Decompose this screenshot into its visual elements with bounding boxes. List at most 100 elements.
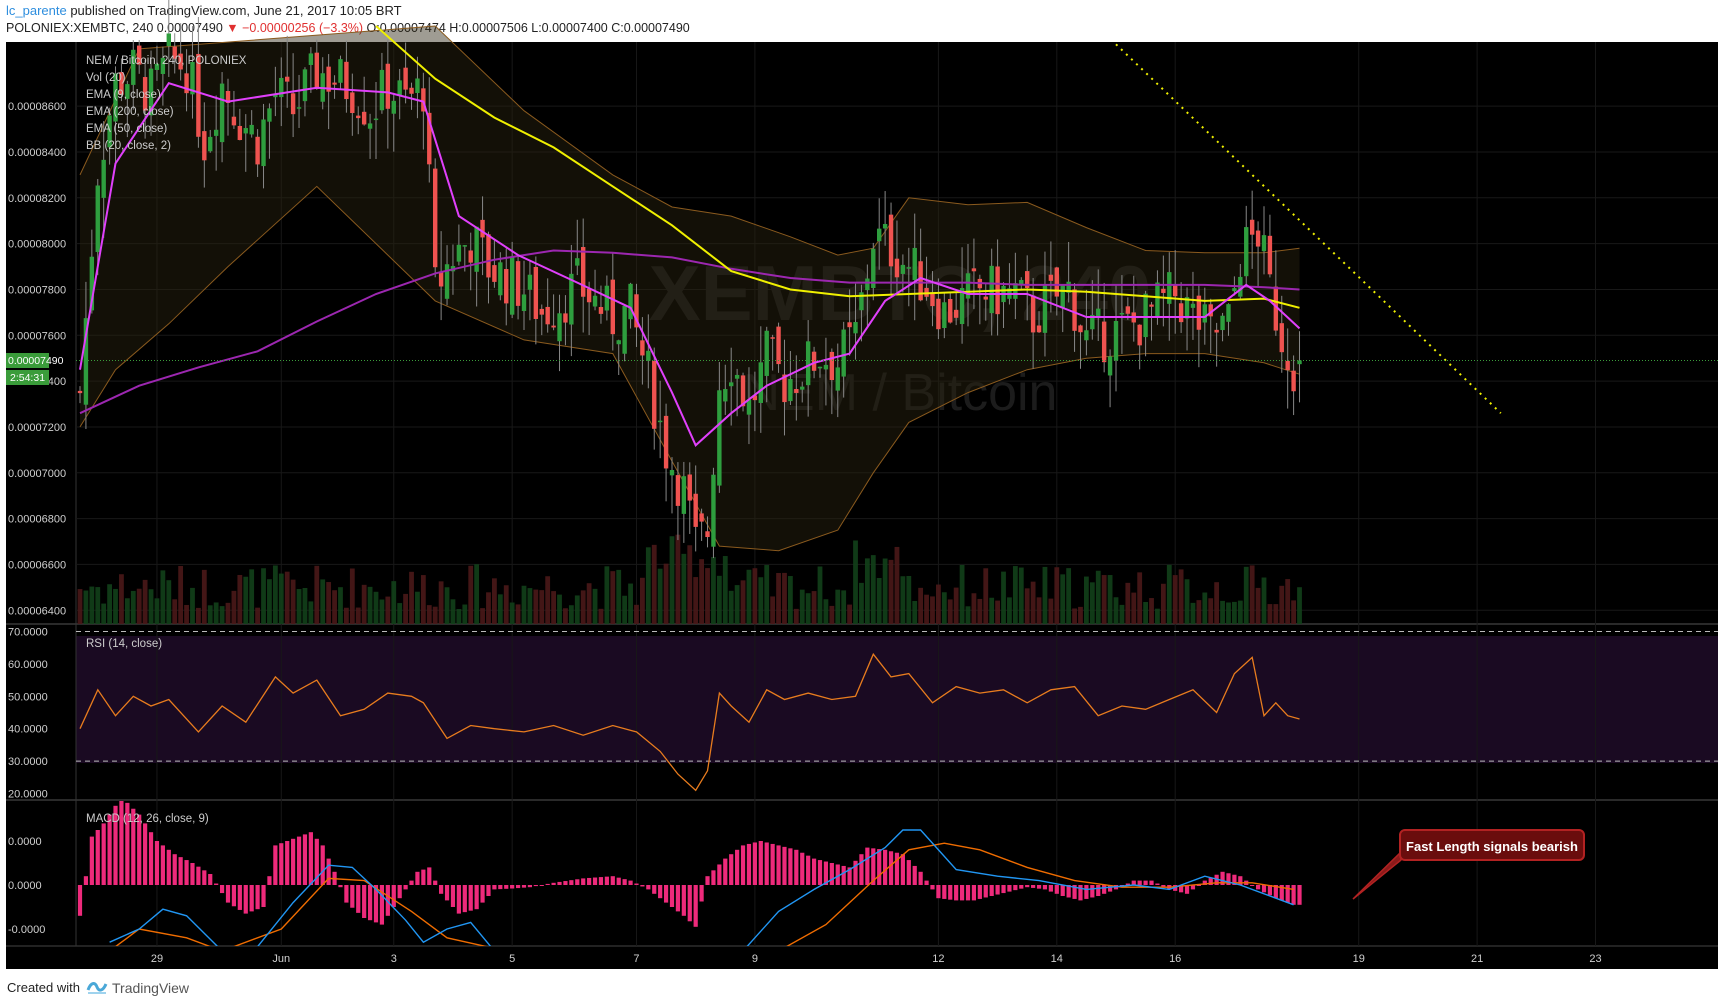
price-change: ▼ −0.00000256 (−3.3%) (226, 21, 364, 35)
volume-bar (101, 603, 107, 624)
volume-bar (113, 588, 118, 624)
rsi-tick-label: 30.0000 (8, 756, 48, 768)
macd-hist-bar (711, 870, 716, 885)
candle-body (1291, 370, 1296, 392)
candle-body (965, 273, 971, 299)
volume-bar (1214, 582, 1220, 624)
candle-body (190, 62, 195, 95)
macd-hist-bar (1048, 885, 1053, 892)
macd-hist-bar (367, 885, 373, 921)
legend-ema50[interactable]: EMA (50, close) (86, 123, 167, 135)
volume-bar (835, 589, 841, 624)
volume-bar (1089, 582, 1095, 624)
candle-body (853, 322, 858, 334)
candle-body (261, 119, 266, 167)
macd-hist-bar (646, 885, 651, 890)
candle-body (196, 53, 201, 137)
bearish-trendline[interactable] (1115, 43, 1502, 414)
price-axis[interactable]: 0.00008600 0.00008400 0.00008200 0.00008000… (8, 101, 66, 617)
macd-axis[interactable]: 0.0000 0.0000 -0.0000 (8, 836, 45, 936)
macd-hist-bar (1072, 885, 1077, 899)
candle-body (498, 262, 503, 296)
macd-hist-bar (314, 838, 319, 885)
volume-bar (124, 598, 130, 624)
volume-bar (1273, 604, 1279, 624)
author-link[interactable]: lc_parente (6, 3, 67, 18)
candle-body (160, 57, 166, 74)
volume-bar (261, 568, 266, 624)
legend-symbol[interactable]: NEM / Bitcoin, 240, POLONIEX (86, 55, 247, 67)
volume-bar (1001, 571, 1006, 624)
candle-body (598, 307, 604, 314)
volume-bar (995, 600, 1000, 624)
candle-body (1220, 315, 1225, 331)
macd-hist-bar (302, 834, 308, 885)
time-axis[interactable]: 29Jun35791214161921232628 (151, 953, 1724, 965)
macd-hist-bar (373, 885, 379, 923)
macd-hist-bar (160, 845, 165, 885)
volume-bar (1184, 579, 1190, 624)
volume-bar (521, 585, 527, 624)
volume-bar (503, 585, 509, 624)
candle-body (894, 258, 900, 278)
macd-hist-bar (1220, 871, 1225, 885)
volume-bar (876, 577, 882, 624)
legend-ema9[interactable]: EMA (9, close) (86, 89, 161, 101)
candle-body (285, 76, 290, 82)
legend-bollinger[interactable]: BB (20, close, 2) (86, 140, 171, 152)
volume-bar (1078, 606, 1083, 624)
volume-bar (859, 582, 864, 624)
candle-body (563, 313, 568, 323)
candle-body (794, 389, 799, 393)
volume-bar (83, 590, 89, 624)
legend-ema200[interactable]: EMA (200, close) (86, 106, 174, 118)
volume-bar (107, 584, 112, 624)
candle-body (841, 329, 846, 377)
macd-hist-bar (101, 823, 106, 885)
legend-volume[interactable]: Vol (20) (86, 72, 126, 84)
candle-body (1178, 303, 1184, 323)
candle-body (675, 475, 681, 506)
candle-body (1084, 330, 1089, 341)
candle-body (699, 513, 704, 522)
volume-bar (782, 572, 787, 624)
rsi-title[interactable]: RSI (14, close) (86, 638, 162, 650)
candle-body (1267, 235, 1273, 275)
volume-bar (225, 602, 231, 624)
candle-body (1013, 283, 1018, 299)
indicator-legend[interactable]: NEM / Bitcoin, 240, POLONIEX Vol (20) EM… (86, 55, 247, 152)
volume-bar (267, 579, 272, 624)
candle-body (823, 364, 829, 370)
volume-bar (314, 565, 320, 624)
macd-hist-bar (1060, 885, 1065, 896)
macd-hist-bar (977, 885, 982, 899)
macd-hist-bar (1226, 873, 1231, 885)
macd-hist-bar (930, 885, 935, 890)
volume-bar (711, 557, 716, 624)
candle-body (1119, 313, 1125, 315)
candle-body (847, 322, 852, 328)
volume-bar (184, 604, 189, 624)
volume-bar (574, 595, 580, 624)
bollinger-fill (80, 26, 1300, 551)
annotation-callout[interactable]: Fast Length signals bearish (1399, 829, 1585, 861)
macd-title[interactable]: MACD (12, 26, close, 9) (86, 813, 209, 825)
volume-bar (492, 578, 497, 624)
candle-body (1036, 325, 1042, 333)
rsi-axis[interactable]: 70.0000 60.0000 50.0000 40.0000 30.0000 20.00… (8, 626, 48, 800)
macd-hist-bar (1273, 885, 1278, 899)
volume-bar (705, 568, 710, 624)
candle-body (125, 84, 130, 99)
volume-bar (610, 571, 616, 624)
candle-body (616, 340, 621, 345)
volume-bar (811, 591, 817, 624)
tradingview-brand[interactable]: TradingView (112, 980, 190, 996)
candle-body (1113, 321, 1119, 361)
macd-hist-bar (1214, 874, 1219, 885)
macd-hist-bar (338, 885, 343, 888)
volume-bar (243, 576, 249, 624)
candle-body (361, 111, 367, 125)
volume-bar (385, 596, 391, 624)
macd-hist-bar (385, 885, 390, 916)
